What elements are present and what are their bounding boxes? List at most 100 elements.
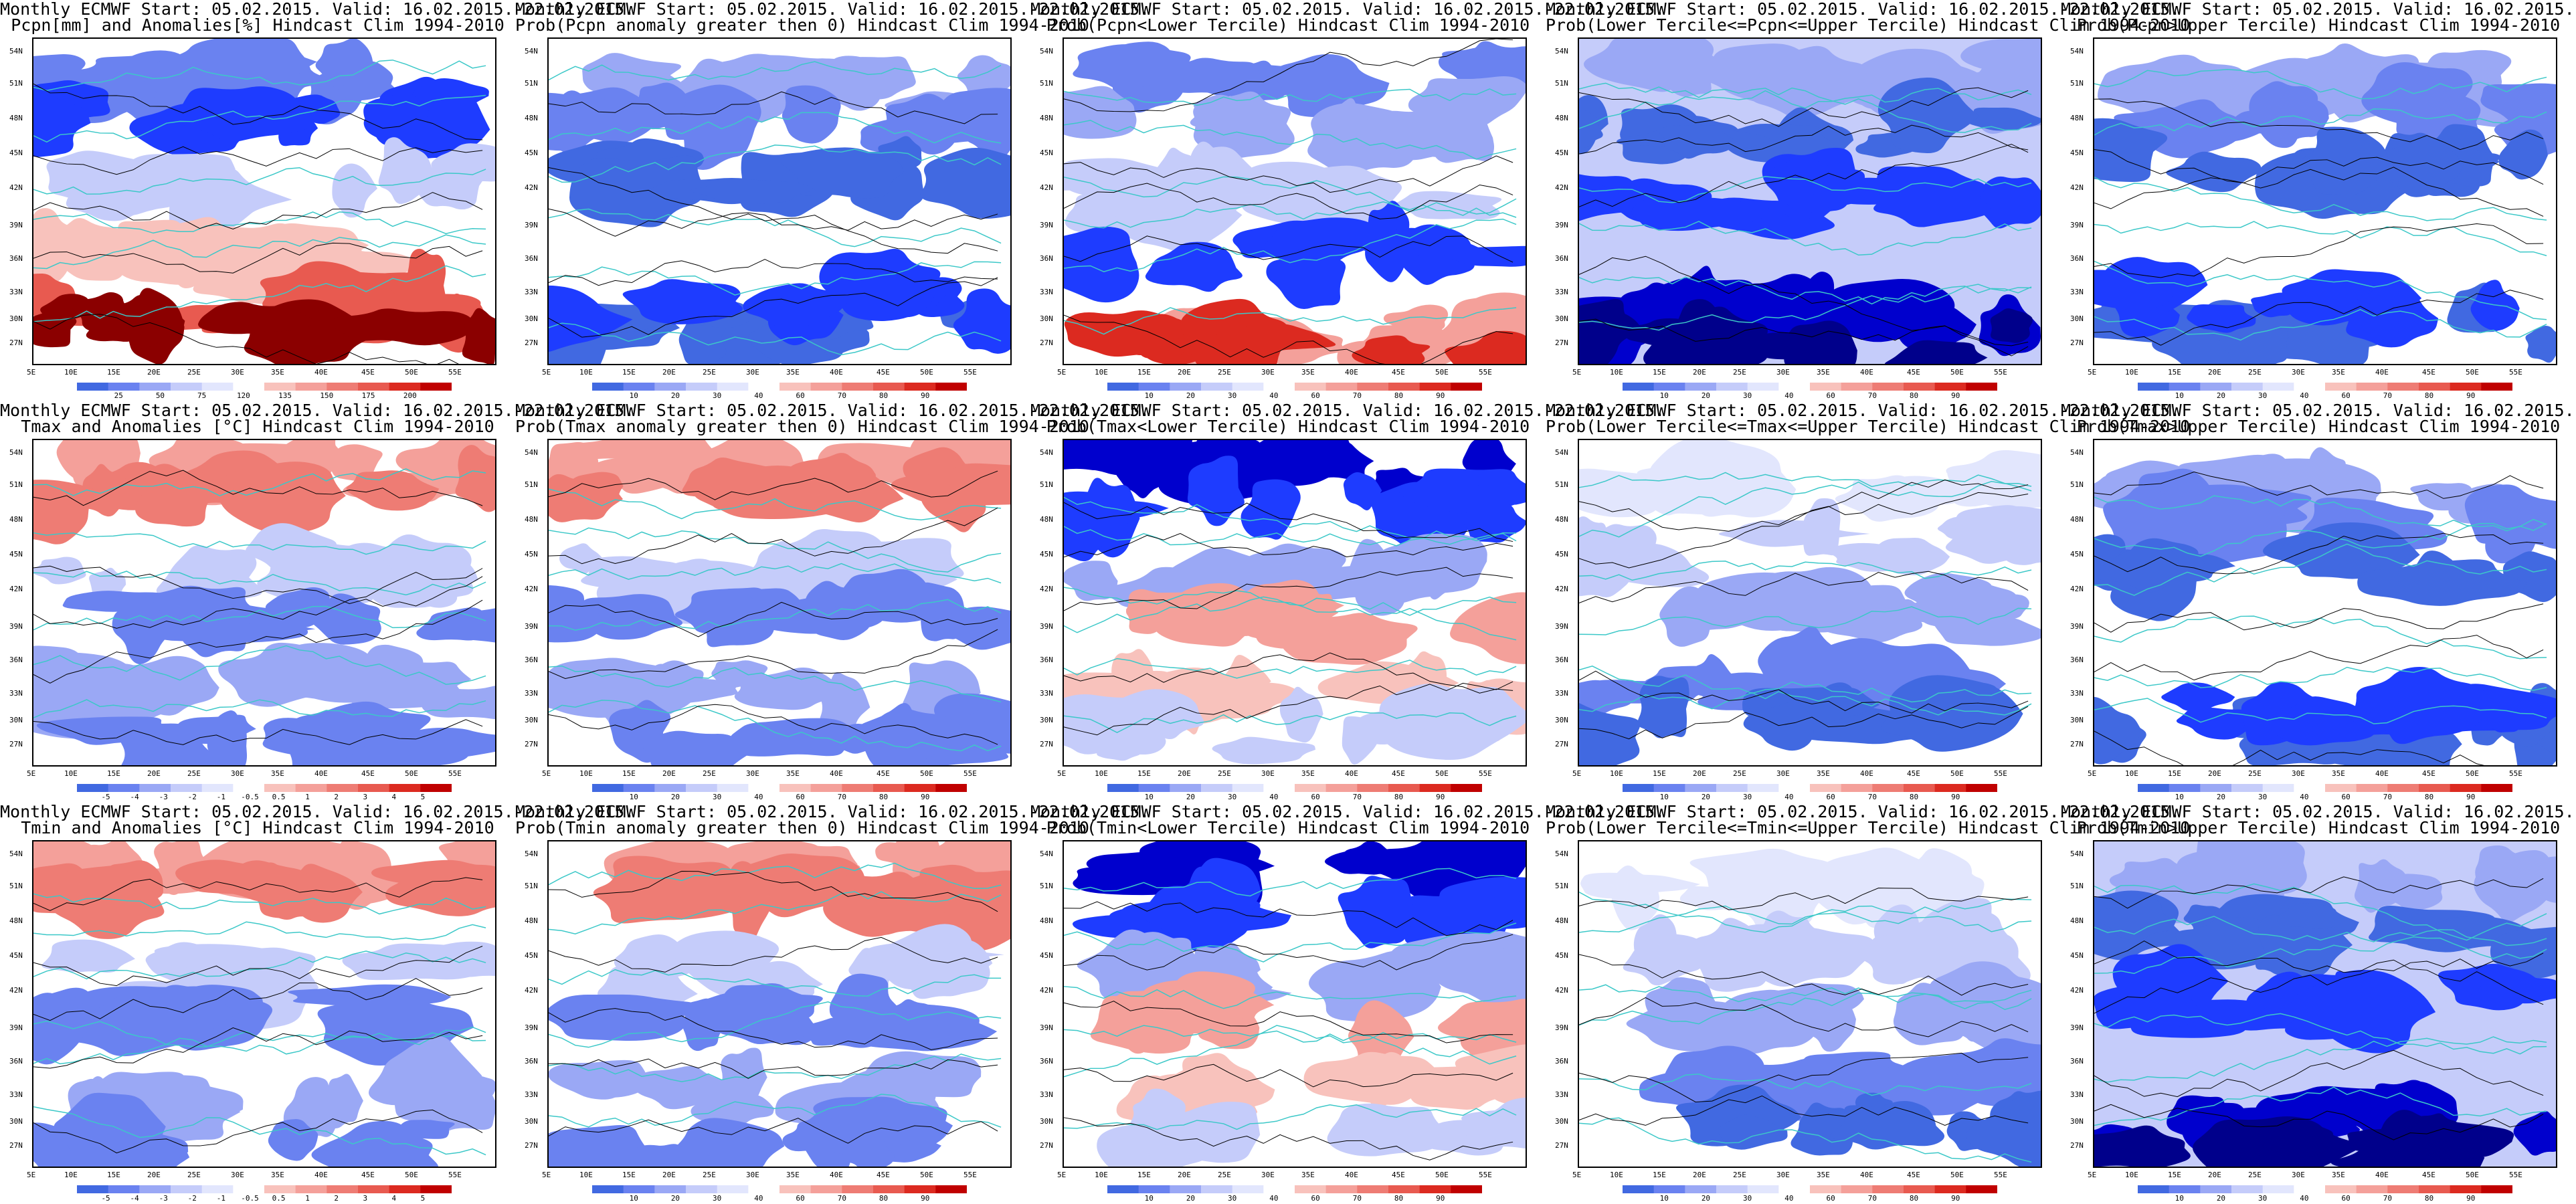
lon-tick-label: 30E: [2292, 1171, 2305, 1179]
lon-tick-label: 50E: [1950, 1171, 1964, 1179]
lat-tick-label: 30N: [525, 314, 538, 323]
lat-tick-label: 39N: [1555, 221, 1568, 229]
lat-tick-label: 48N: [525, 916, 538, 925]
lat-tick-label: 48N: [9, 515, 23, 524]
colorbar-swatch: [623, 383, 655, 391]
coastline: [549, 61, 1002, 81]
lat-tick-label: 36N: [9, 254, 23, 263]
colorbar: [1623, 784, 1997, 792]
colorbar-swatch: [1747, 1185, 1779, 1193]
colorbar-swatch: [201, 1185, 234, 1193]
colorbar-swatch: [1810, 1185, 1842, 1193]
colorbar-swatch: [1263, 784, 1295, 792]
colorbar-swatch: [779, 383, 812, 391]
colorbar-label: 30: [1228, 1194, 1237, 1203]
field-shading: [730, 718, 861, 757]
lat-tick-label: 30N: [1555, 716, 1568, 724]
coastline: [33, 645, 486, 685]
lon-tick-label: 15E: [107, 1171, 120, 1179]
colorbar-label: 40: [754, 391, 763, 400]
map-area: [1063, 840, 1527, 1168]
lon-tick-label: 10E: [1610, 1171, 1623, 1179]
colorbar-label: 60: [796, 793, 805, 801]
colorbar-swatch: [1295, 1185, 1327, 1193]
colorbar-label: 20: [1186, 793, 1196, 801]
panel-title-line1: Monthly ECMWF Start: 05.02.2015. Valid: …: [2061, 0, 2576, 19]
lat-tick-label: 42N: [2070, 585, 2084, 593]
lon-tick-label: 35E: [271, 769, 284, 778]
lon-tick-label: 45E: [2422, 1171, 2435, 1179]
lat-tick-label: 33N: [2070, 1090, 2084, 1099]
contour-line: [33, 242, 483, 274]
lon-tick-label: 5E: [1057, 1171, 1067, 1179]
colorbar-swatch: [2450, 1185, 2482, 1193]
field-shading: [1898, 302, 1976, 353]
lat-tick-label: 54N: [2070, 47, 2084, 56]
contour-line: [1064, 567, 1513, 611]
lon-tick-label: 15E: [1137, 769, 1151, 778]
field-shading: [2401, 916, 2550, 952]
field-shading: [1962, 107, 2041, 131]
lat-tick-label: 54N: [1040, 448, 1053, 457]
lon-tick-label: 30E: [1776, 1171, 1790, 1179]
colorbar: [592, 1185, 967, 1193]
map-area: [2093, 37, 2557, 365]
coastline: [33, 532, 486, 555]
field-shading: [549, 92, 622, 151]
colorbar-label: 90: [1436, 793, 1445, 801]
panel-title-line2: Prob(Tmin>Upper Tercile) Hindcast Clim 1…: [2076, 818, 2561, 837]
colorbar-swatch: [2419, 784, 2451, 792]
lon-tick-label: 55E: [1479, 1171, 1492, 1179]
lat-tick-label: 27N: [2070, 1141, 2084, 1150]
lat-tick-label: 33N: [525, 288, 538, 296]
map-field: [1579, 841, 2041, 1167]
panel-title-line2: Prob(Lower Tercile<=Tmin<=Upper Tercile)…: [1546, 818, 2191, 837]
lat-tick-label: 39N: [2070, 1023, 2084, 1032]
lon-tick-label: 45E: [877, 368, 890, 377]
lon-tick-label: 20E: [1693, 769, 1706, 778]
field-shading: [1064, 491, 1134, 562]
colorbar-swatch: [748, 1185, 780, 1193]
lon-tick-label: 35E: [2332, 1171, 2345, 1179]
field-shading: [910, 950, 990, 999]
lat-tick-label: 45N: [9, 148, 23, 157]
colorbar-swatch: [1451, 383, 1482, 391]
lon-tick-label: 15E: [622, 1171, 636, 1179]
field-shading: [2513, 1110, 2556, 1156]
colorbar-swatch: [904, 1185, 936, 1193]
lon-tick-label: 20E: [1693, 1171, 1706, 1179]
colorbar-label: 30: [713, 793, 722, 801]
coastline: [2094, 1036, 2547, 1083]
colorbar-label: 30: [713, 1194, 722, 1203]
colorbar-swatch: [717, 383, 749, 391]
lon-tick-label: 20E: [1178, 368, 1191, 377]
lat-tick-label: 45N: [2070, 951, 2084, 960]
lon-tick-label: 10E: [579, 1171, 593, 1179]
colorbar-label: 70: [837, 1194, 846, 1203]
colorbar-swatch: [2356, 784, 2388, 792]
colorbar-label: 80: [879, 1194, 889, 1203]
colorbar-label: 10: [629, 1194, 638, 1203]
coastline: [549, 208, 1002, 247]
field-shading: [135, 464, 211, 527]
colorbar-label: 4: [391, 1194, 397, 1203]
coastline: [1064, 596, 1517, 633]
field-shading: [323, 444, 383, 481]
colorbar-swatch: [233, 1185, 265, 1193]
coastline: [2094, 69, 2547, 100]
map-field: [33, 841, 495, 1167]
colorbar-label: 50: [155, 391, 165, 400]
lat-tick-label: 36N: [525, 254, 538, 263]
map-panel-tmin-anom: Monthly ECMWF Start: 05.02.2015. Valid: …: [0, 803, 634, 1204]
map-area: [547, 37, 1012, 365]
coastline: [1064, 198, 1517, 229]
colorbar-swatch: [1685, 784, 1717, 792]
field-shading: [1178, 1114, 1252, 1157]
coastline: [33, 167, 486, 195]
lat-tick-label: 54N: [525, 448, 538, 457]
lon-tick-label: 20E: [1178, 769, 1191, 778]
colorbar-label: 40: [1269, 793, 1279, 801]
colorbar-swatch: [1653, 383, 1685, 391]
colorbar-swatch: [2450, 383, 2482, 391]
colorbar-label: 60: [796, 391, 805, 400]
